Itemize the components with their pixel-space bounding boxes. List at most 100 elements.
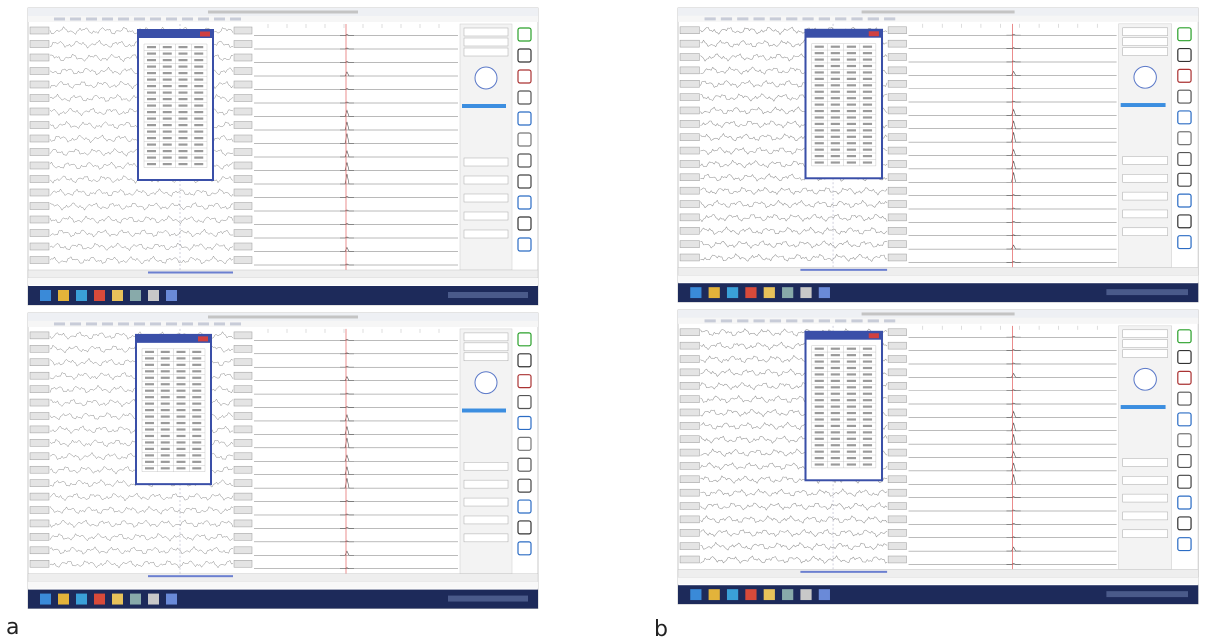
table-cell: [147, 92, 156, 94]
table-cell: [192, 409, 201, 411]
side-button: [1123, 228, 1168, 236]
table-cell: [179, 85, 188, 87]
table-cell: [815, 116, 824, 118]
table-cell: [177, 409, 186, 411]
channel-label: [680, 382, 699, 389]
table-cell: [177, 377, 186, 379]
channel-label: [30, 466, 49, 473]
channel-label: [30, 162, 49, 169]
side-button: [464, 158, 508, 166]
channel-label: [888, 529, 906, 536]
channel-label: [234, 135, 252, 142]
status-line: [28, 278, 538, 285]
channel-label: [234, 108, 252, 115]
taskbar-icon: [112, 290, 123, 301]
menu-item: [770, 319, 781, 322]
table-cell: [192, 383, 201, 385]
table-cell: [179, 157, 188, 159]
table-cell: [163, 157, 172, 159]
table-cell: [831, 425, 840, 427]
taskbar-icon: [148, 594, 159, 605]
table-cell: [847, 97, 856, 99]
table-cell: [815, 438, 824, 440]
table-cell: [831, 91, 840, 93]
channel-label: [234, 507, 252, 514]
menu-item: [851, 319, 862, 322]
table-cell: [815, 129, 824, 131]
table-cell: [145, 415, 154, 417]
table-cell: [847, 457, 856, 459]
table-cell: [177, 448, 186, 450]
channel-label: [888, 489, 906, 496]
channel-label: [234, 27, 252, 34]
table-cell: [194, 150, 203, 152]
table-cell: [147, 150, 156, 152]
channel-label: [680, 94, 699, 101]
table-cell: [179, 111, 188, 113]
table-cell: [847, 438, 856, 440]
menu-item: [70, 18, 81, 21]
head-map: [1134, 66, 1156, 88]
popup-close: [869, 333, 879, 338]
taskbar-icon: [745, 589, 756, 600]
table-cell: [831, 149, 840, 151]
table-cell: [863, 463, 872, 465]
scroll-bar: [800, 571, 887, 573]
table-cell: [863, 149, 872, 151]
table-cell: [831, 136, 840, 138]
panel-label: a: [6, 615, 19, 640]
figure: a b: [0, 0, 1206, 644]
channel-label: [888, 214, 906, 221]
channel-label: [234, 399, 252, 406]
channel-label: [680, 449, 699, 456]
table-cell: [194, 98, 203, 100]
table-cell: [863, 58, 872, 60]
taskbar-icon: [76, 594, 87, 605]
table-cell: [177, 467, 186, 469]
table-cell: [847, 444, 856, 446]
table-cell: [847, 367, 856, 369]
menu-item: [54, 18, 65, 21]
menu-item: [737, 17, 748, 20]
table-cell: [161, 403, 170, 405]
table-cell: [863, 78, 872, 80]
table-cell: [847, 149, 856, 151]
table-cell: [147, 85, 156, 87]
channel-label: [234, 332, 252, 339]
table-cell: [177, 441, 186, 443]
table-cell: [192, 390, 201, 392]
table-cell: [863, 71, 872, 73]
table-cell: [815, 142, 824, 144]
channel-label: [30, 149, 49, 156]
channel-label: [30, 520, 49, 527]
table-cell: [194, 72, 203, 74]
table-cell: [863, 348, 872, 350]
table-cell: [863, 373, 872, 375]
table-cell: [847, 393, 856, 395]
menu-item: [819, 319, 830, 322]
channel-label: [888, 329, 906, 336]
taskbar-icon: [112, 594, 123, 605]
channel-label: [680, 503, 699, 510]
channel-label: [30, 243, 49, 250]
menu-item: [884, 319, 895, 322]
channel-label: [680, 201, 699, 208]
table-cell: [847, 129, 856, 131]
table-cell: [831, 129, 840, 131]
channel-label: [888, 422, 906, 429]
table-cell: [163, 150, 172, 152]
table-cell: [847, 354, 856, 356]
channel-label: [888, 543, 906, 550]
channel-label: [30, 230, 49, 237]
channel-label: [680, 174, 699, 181]
channel-label: [30, 95, 49, 102]
table-cell: [163, 118, 172, 120]
channel-label: [888, 160, 906, 167]
table-cell: [815, 457, 824, 459]
channel-label: [30, 560, 49, 567]
table-cell: [831, 71, 840, 73]
table-cell: [177, 435, 186, 437]
table-cell: [145, 396, 154, 398]
taskbar-icon: [819, 287, 830, 298]
channel-label: [30, 27, 49, 34]
